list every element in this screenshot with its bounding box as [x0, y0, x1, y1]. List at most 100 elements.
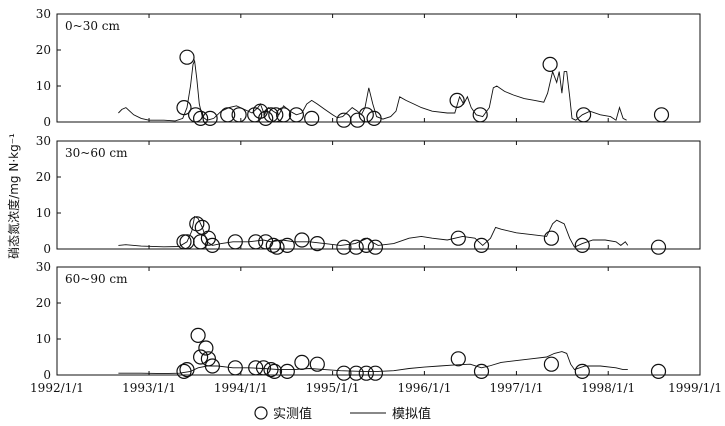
observed-point	[176, 99, 192, 116]
observed-point	[266, 363, 283, 379]
observed-point	[575, 107, 592, 123]
observed-point	[358, 107, 374, 123]
x-tick-label: 1996/1/1	[397, 381, 451, 395]
panel-1: 0 10 20 30 0~30 cm	[36, 7, 701, 129]
observed-point	[202, 110, 218, 127]
observed-point	[190, 327, 206, 343]
x-tick-label: 1999/1/1	[668, 381, 722, 395]
observed-point	[231, 107, 247, 123]
observed-point	[179, 362, 195, 378]
observed-point	[276, 107, 292, 123]
panel-frame	[56, 140, 701, 250]
legend: 实测值 模拟值	[254, 406, 431, 422]
panel-3: 0 10 20 30 60~90 cm	[36, 260, 701, 382]
observed-point	[366, 110, 382, 127]
observed-point	[188, 107, 204, 123]
observed-point	[193, 110, 209, 127]
y-tick-label: 0	[43, 368, 51, 382]
x-tick-label: 1998/1/1	[581, 381, 635, 395]
observed-point	[450, 230, 466, 246]
observed-point	[204, 358, 220, 374]
observed-point	[309, 356, 325, 372]
panels: 0 10 20 30 0~30 cm 0 10 20 30 30~60 cm 0 10 20 30 60~9…	[36, 7, 701, 382]
x-axis-ticks: 1992/1/1 1993/1/1 1994/1/1 1995/1/1 1996/1/1…	[30, 381, 722, 395]
legend-observed-marker	[254, 406, 268, 420]
observed-point	[268, 107, 284, 123]
observed-point	[288, 107, 304, 123]
observed-point	[294, 232, 310, 248]
observed-point	[304, 110, 320, 127]
observed-point	[348, 365, 364, 381]
observed-point	[248, 234, 264, 250]
y-tick-label: 10	[36, 79, 51, 93]
observed-point	[227, 234, 243, 250]
legend-observed-label: 实测值	[273, 406, 312, 422]
simulated-series-line	[118, 59, 627, 122]
observed-point	[258, 110, 274, 127]
observed-point	[179, 49, 195, 65]
x-tick-label: 1997/1/1	[489, 381, 543, 395]
observed-point	[367, 365, 383, 381]
observed-point	[653, 107, 670, 123]
y-tick-label: 10	[36, 206, 51, 220]
observed-point	[279, 363, 295, 379]
observed-point	[263, 107, 279, 123]
observed-point	[204, 237, 220, 253]
observed-point	[358, 365, 374, 381]
x-tick-label: 1994/1/1	[214, 381, 268, 395]
y-tick-label: 20	[36, 170, 51, 184]
panel-frame	[56, 266, 701, 376]
legend-simulated-label: 模拟值	[392, 406, 431, 422]
y-tick-label: 10	[36, 332, 51, 346]
observed-point	[472, 107, 488, 123]
simulated-series-line	[118, 215, 629, 248]
observed-point	[358, 237, 374, 253]
observed-point	[227, 360, 243, 376]
panel-2: 0 10 20 30 30~60 cm	[36, 134, 701, 256]
observed-point	[349, 112, 366, 128]
observed-point	[193, 234, 209, 250]
observed-point	[255, 360, 272, 376]
observed-point	[193, 349, 209, 365]
observed-point	[176, 363, 192, 379]
observed-point	[543, 230, 560, 246]
observed-point	[450, 351, 466, 367]
observed-point	[269, 239, 285, 255]
observed-point	[542, 56, 558, 73]
observed-point	[309, 236, 325, 252]
observed-point	[220, 107, 236, 123]
observed-point	[574, 363, 590, 379]
panel-frame	[56, 13, 701, 123]
observed-point	[336, 239, 352, 255]
panel-label: 30~60 cm	[65, 146, 128, 160]
y-tick-label: 0	[43, 242, 51, 256]
observed-point	[650, 239, 667, 255]
x-tick-label: 1993/1/1	[122, 381, 176, 395]
observed-point	[263, 362, 279, 378]
observed-point	[650, 363, 667, 379]
observed-point	[574, 237, 590, 253]
observed-point	[367, 239, 383, 255]
observed-point	[200, 351, 216, 367]
observed-point	[294, 354, 310, 370]
y-tick-label: 20	[36, 43, 51, 57]
observed-point	[473, 363, 490, 379]
y-tick-label: 30	[36, 7, 51, 21]
observed-point	[198, 340, 214, 356]
observed-point	[473, 237, 490, 253]
observed-point	[449, 92, 465, 109]
y-tick-label: 20	[36, 296, 51, 310]
y-tick-label: 30	[36, 134, 51, 148]
observed-point	[279, 237, 295, 253]
observed-point	[543, 356, 560, 372]
y-axis-label: 硝态氮浓度/mg N·kg⁻¹	[6, 133, 21, 259]
x-tick-label: 1992/1/1	[30, 381, 84, 395]
x-tick-label: 1995/1/1	[306, 381, 360, 395]
observed-point	[248, 360, 264, 376]
panel-label: 0~30 cm	[65, 19, 120, 33]
observed-point	[200, 230, 216, 246]
observed-point	[176, 234, 192, 250]
y-tick-label: 0	[43, 115, 51, 129]
observed-point	[348, 239, 364, 255]
